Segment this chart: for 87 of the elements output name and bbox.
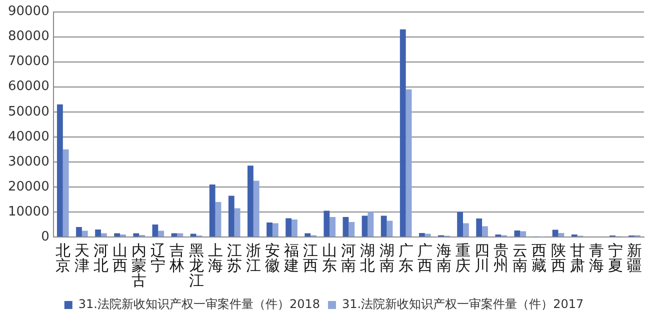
x-tick-label: 江西 xyxy=(303,241,318,274)
bar xyxy=(330,216,336,236)
x-tick-label: 河南 xyxy=(341,241,356,274)
x-tick-label: 浙江 xyxy=(246,241,261,274)
x-tick-label: 湖北 xyxy=(360,241,376,274)
bar xyxy=(386,220,393,236)
bar xyxy=(177,233,184,236)
bar xyxy=(286,218,292,236)
bar xyxy=(348,222,355,236)
y-tick-label: 30000 xyxy=(8,154,50,170)
x-tick-label: 青海 xyxy=(588,241,604,274)
bar xyxy=(380,216,387,236)
bar xyxy=(62,149,69,236)
y-tick-label: 10000 xyxy=(8,204,50,220)
x-tick-label: 河北 xyxy=(93,241,108,274)
x-tick-label: 甘肃 xyxy=(570,241,585,274)
x-tick-label: 山东 xyxy=(322,241,338,274)
bar xyxy=(190,234,196,236)
x-tick-label: 安徽 xyxy=(264,241,280,274)
bar xyxy=(368,212,374,236)
x-tick-label: 陕西 xyxy=(550,241,566,274)
bar xyxy=(482,226,488,236)
bar xyxy=(362,216,368,236)
bar xyxy=(558,232,564,236)
y-tick-label: 40000 xyxy=(8,129,50,144)
bar xyxy=(520,231,526,236)
bar xyxy=(228,196,234,236)
bar xyxy=(215,202,222,236)
x-tick-label: 山西 xyxy=(112,241,128,274)
x-tick-label: 江苏 xyxy=(226,241,242,274)
y-tick-label: 60000 xyxy=(8,79,50,94)
x-tick-label: 福建 xyxy=(283,241,300,274)
bar xyxy=(152,224,158,236)
bar xyxy=(457,212,463,236)
bar xyxy=(424,234,431,236)
x-tick-label: 云南 xyxy=(512,241,528,274)
bar xyxy=(324,210,330,236)
x-tick-label: 新疆 xyxy=(626,241,642,274)
bar xyxy=(552,230,558,236)
x-tick-label: 黑龙江 xyxy=(188,241,204,290)
x-tick-label: 四川 xyxy=(474,241,490,274)
x-tick-label: 贵州 xyxy=(494,241,509,274)
bar xyxy=(171,233,178,236)
bar xyxy=(462,223,469,236)
bar xyxy=(76,226,82,236)
bar xyxy=(234,208,240,236)
x-tick-label: 内蒙古 xyxy=(132,241,147,290)
x-tick-label: 重庆 xyxy=(455,241,470,274)
legend-label: 31.法院新收知识产权一审案件量（件）2018 xyxy=(78,297,320,312)
bar xyxy=(406,89,412,236)
x-tick-label: 吉林 xyxy=(168,241,185,274)
bar xyxy=(209,184,216,236)
bar xyxy=(292,219,298,236)
y-tick-label: 20000 xyxy=(8,179,50,194)
bar xyxy=(304,233,311,236)
y-tick-label: 50000 xyxy=(8,104,50,120)
y-tick-label: 80000 xyxy=(8,29,50,44)
x-tick-label: 广东 xyxy=(398,241,414,274)
bar xyxy=(248,166,254,236)
x-tick-label: 天津 xyxy=(74,241,90,274)
bar xyxy=(400,29,406,236)
bar xyxy=(253,180,260,236)
x-tick-label: 广西 xyxy=(417,241,432,274)
legend-label: 31.法院新收知识产权一审案件量（件）2017 xyxy=(342,297,584,312)
bar xyxy=(95,229,101,236)
bar xyxy=(114,233,120,236)
x-tick-label: 海南 xyxy=(436,241,452,274)
x-tick-label: 辽宁 xyxy=(150,241,166,274)
bar xyxy=(133,233,140,236)
x-tick-label: 上海 xyxy=(208,241,223,274)
y-tick-label: 70000 xyxy=(8,54,50,70)
bar xyxy=(158,230,164,236)
bar xyxy=(100,233,107,236)
bar xyxy=(82,230,88,236)
y-tick-label: 0 xyxy=(41,229,50,244)
bar xyxy=(56,104,63,236)
bar xyxy=(342,216,349,236)
x-tick-label: 湖南 xyxy=(379,241,394,274)
y-tick-label: 90000 xyxy=(8,4,50,20)
bar xyxy=(476,218,482,236)
bar xyxy=(266,222,272,236)
bar xyxy=(272,223,278,236)
x-tick-label: 西藏 xyxy=(532,241,547,274)
bar xyxy=(418,232,425,236)
bar xyxy=(514,230,520,236)
x-tick-label: 北京 xyxy=(55,241,70,274)
x-tick-label: 宁夏 xyxy=(608,241,623,274)
